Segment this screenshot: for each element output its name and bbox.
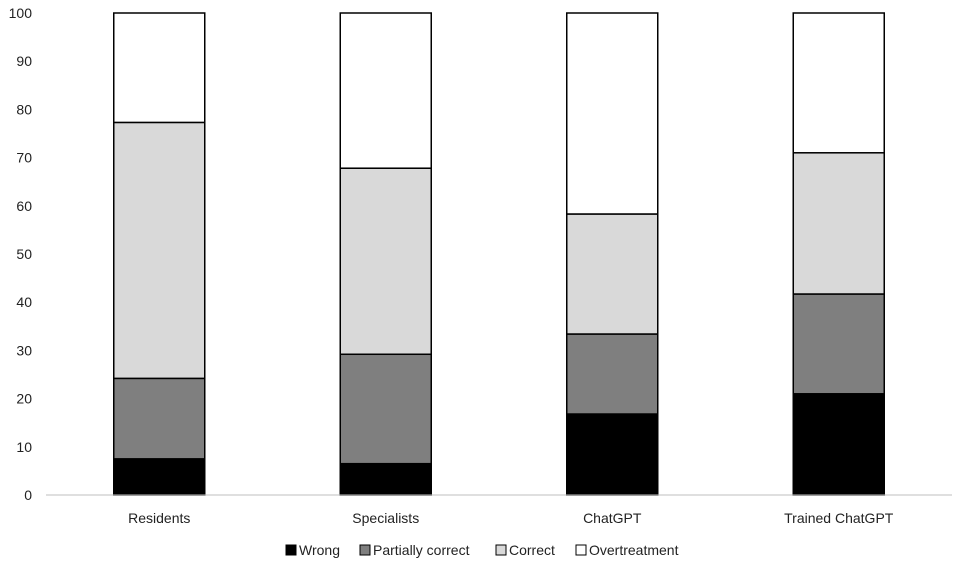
bar-segment — [113, 377, 206, 460]
y-tick-label: 40 — [16, 294, 32, 310]
x-category-label: ChatGPT — [583, 510, 642, 526]
bar-segment — [339, 462, 432, 496]
bar-segment — [339, 353, 432, 465]
x-axis: Residents Specialists ChatGPT Trained ChatG… — [46, 494, 952, 526]
bar-segment — [566, 213, 659, 335]
y-tick-label: 60 — [16, 198, 32, 214]
y-axis: 0 10 20 30 40 50 60 70 80 90 100 — [9, 5, 33, 503]
y-tick-label: 10 — [16, 439, 32, 455]
y-tick-label: 80 — [16, 101, 32, 117]
y-tick-label: 90 — [16, 53, 32, 69]
x-category-label: Trained ChatGPT — [784, 510, 894, 526]
legend-swatch — [285, 544, 297, 556]
y-tick-label: 100 — [9, 5, 33, 21]
bar-segment — [566, 333, 659, 415]
bar-segment — [792, 393, 885, 496]
y-tick-label: 20 — [16, 391, 32, 407]
bar-segment — [566, 12, 659, 215]
bar-segment — [339, 167, 432, 356]
x-category-label: Specialists — [352, 510, 419, 526]
bar-segment — [792, 152, 885, 295]
bar-segment — [113, 121, 206, 380]
legend: Wrong Partially correct Correct Overtreatme… — [285, 542, 679, 558]
bar-segment — [566, 413, 659, 496]
bar-segment — [792, 12, 885, 154]
bar-segment — [792, 293, 885, 395]
y-tick-label: 30 — [16, 342, 32, 358]
legend-swatch — [359, 544, 371, 556]
bar-segment — [113, 458, 206, 496]
legend-label: Overtreatment — [589, 542, 679, 558]
bar-segment — [113, 12, 206, 124]
x-category-label: Residents — [128, 510, 190, 526]
y-tick-label: 50 — [16, 246, 32, 262]
y-tick-label: 0 — [24, 487, 32, 503]
legend-label: Partially correct — [373, 542, 470, 558]
legend-swatch — [575, 544, 587, 556]
legend-label: Correct — [509, 542, 555, 558]
legend-label: Wrong — [299, 542, 340, 558]
bar-segment — [339, 12, 432, 169]
bars — [113, 12, 885, 496]
y-tick-label: 70 — [16, 150, 32, 166]
legend-swatch — [495, 544, 507, 556]
